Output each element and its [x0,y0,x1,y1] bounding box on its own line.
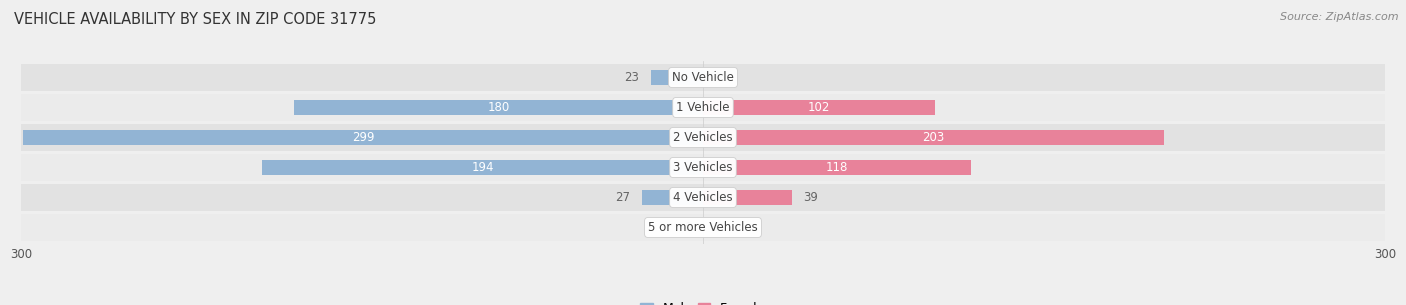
Text: 203: 203 [922,131,945,144]
Bar [651,70,703,85]
Text: 0: 0 [714,221,721,234]
Text: 39: 39 [803,191,818,204]
Text: VEHICLE AVAILABILITY BY SEX IN ZIP CODE 31775: VEHICLE AVAILABILITY BY SEX IN ZIP CODE … [14,12,377,27]
Text: 0: 0 [685,221,692,234]
Bar [703,160,972,175]
Text: 102: 102 [807,101,830,114]
Text: 299: 299 [352,131,374,144]
Text: 194: 194 [471,161,494,174]
Bar [641,190,703,205]
Text: 0: 0 [714,71,721,84]
Text: Source: ZipAtlas.com: Source: ZipAtlas.com [1281,12,1399,22]
Bar [21,124,1385,151]
Text: 3 Vehicles: 3 Vehicles [673,161,733,174]
Bar [21,154,1385,181]
Legend: Male, Female: Male, Female [636,297,770,305]
Bar [703,130,1164,145]
Bar [24,130,703,145]
Bar [703,100,935,115]
Bar [21,64,1385,91]
Text: 1 Vehicle: 1 Vehicle [676,101,730,114]
Bar [21,214,1385,241]
Bar [21,94,1385,121]
Text: 27: 27 [616,191,630,204]
Bar [21,184,1385,211]
Text: 180: 180 [488,101,509,114]
Text: 2 Vehicles: 2 Vehicles [673,131,733,144]
Text: 23: 23 [624,71,640,84]
Text: 5 or more Vehicles: 5 or more Vehicles [648,221,758,234]
Bar [703,190,792,205]
Text: No Vehicle: No Vehicle [672,71,734,84]
Bar [262,160,703,175]
Text: 118: 118 [825,161,848,174]
Text: 4 Vehicles: 4 Vehicles [673,191,733,204]
Bar [294,100,703,115]
